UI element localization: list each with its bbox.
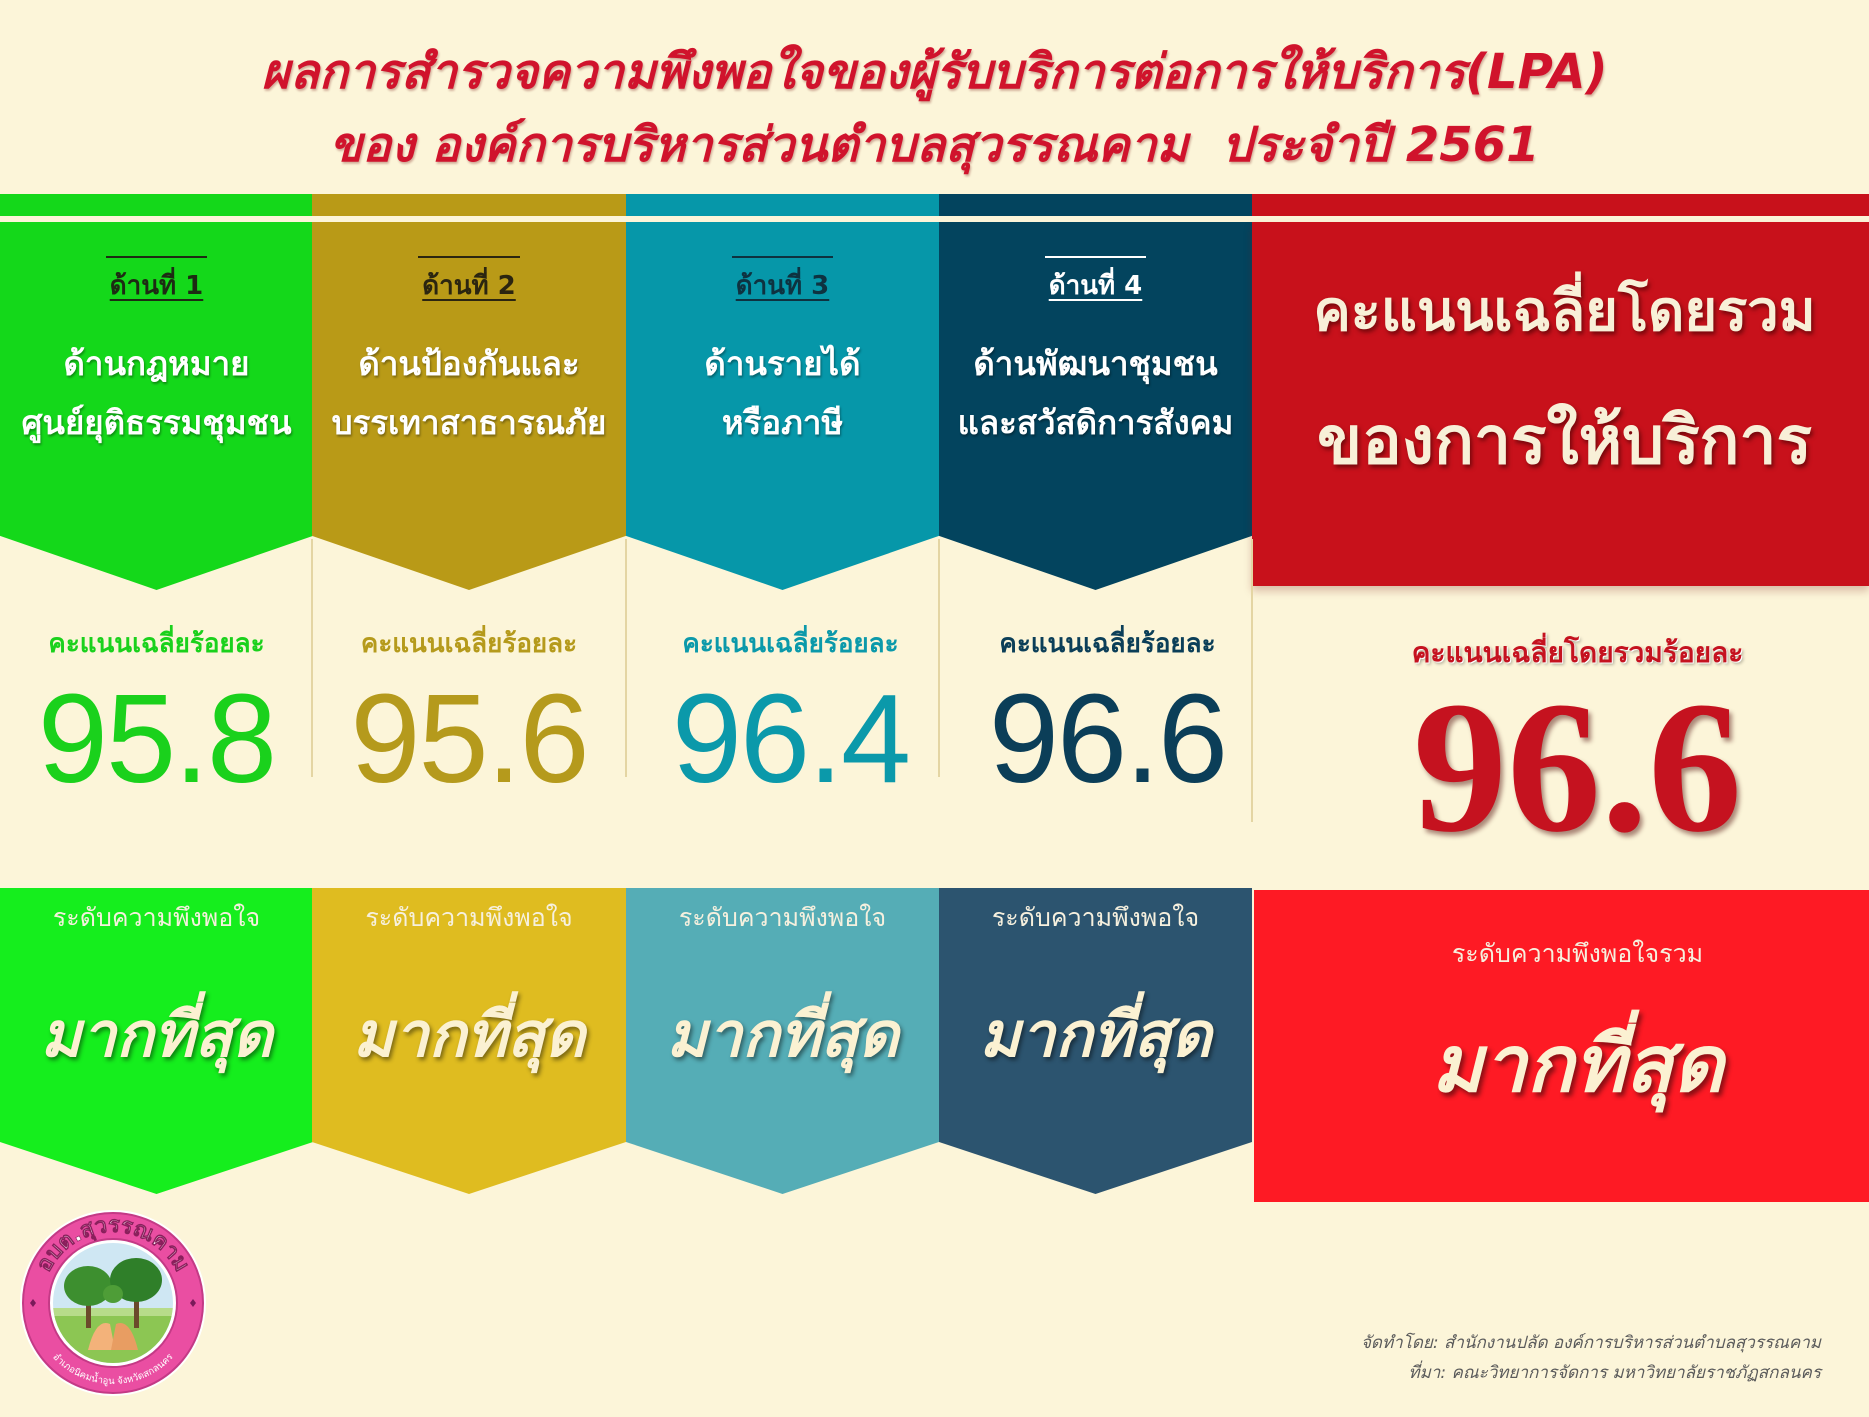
color-band [1252, 194, 1869, 216]
category-heading-wrap: ด้านที่ 4 [939, 256, 1252, 308]
satisfaction-panel: ระดับความพึงพอใจ มากที่สุด [626, 888, 939, 1194]
category-name-line-1: ด้านพัฒนาชุมชน [973, 344, 1218, 383]
column-divider [625, 539, 627, 777]
category-name-line-1: ด้านรายได้ [704, 344, 861, 383]
category-header-panel: ด้านที่ 2 ด้านป้องกันและ บรรเทาสาธารณภัย [312, 222, 626, 590]
category-number: ด้านที่ 3 [731, 256, 834, 308]
satisfaction-level: มากที่สุด [40, 998, 273, 1071]
category-name-line-2: บรรเทาสาธารณภัย [331, 403, 607, 442]
category-column-1: ด้านที่ 1 ด้านกฎหมาย ศูนย์ยุติธรรมชุมชน … [0, 0, 313, 1417]
overall-title-line-1: คะแนนเฉลี่ยโดยรวม [1313, 279, 1816, 344]
color-band [626, 194, 939, 216]
color-band [312, 194, 626, 216]
category-name-line-1: ด้านกฎหมาย [63, 344, 250, 383]
satisfaction-panel: ระดับความพึงพอใจ มากที่สุด [0, 888, 313, 1194]
overall-title-line-2: ของการให้บริการ [1317, 402, 1812, 479]
overall-satisfaction-panel: ระดับความพึงพอใจรวม มากที่สุด [1254, 890, 1869, 1202]
column-divider [938, 539, 940, 777]
score-label: คะแนนเฉลี่ยร้อยละ [999, 629, 1216, 659]
category-heading-wrap: ด้านที่ 1 [0, 256, 313, 308]
overall-score-label: คะแนนเฉลี่ยโดยรวมร้อยละ [1411, 636, 1744, 669]
footer-prepared-by: จัดทำโดย: สำนักงานปลัด องค์การบริหารส่วน… [1360, 1333, 1821, 1353]
category-name-line-2: หรือภาษี [721, 403, 844, 442]
logo-star-icon [190, 1299, 196, 1307]
overall-satisfaction-level: มากที่สุด [1431, 1020, 1724, 1110]
logo-star-icon [30, 1299, 36, 1307]
score-label: คะแนนเฉลี่ยร้อยละ [682, 629, 899, 659]
category-heading-wrap: ด้านที่ 2 [312, 256, 626, 308]
color-band [939, 194, 1252, 216]
category-header-panel: ด้านที่ 3 ด้านรายได้ หรือภาษี [626, 222, 939, 590]
category-column-3: ด้านที่ 3 ด้านรายได้ หรือภาษี คะแนนเฉลี่… [626, 0, 939, 1417]
satisfaction-level: มากที่สุด [666, 998, 899, 1071]
column-divider [311, 539, 313, 777]
logo-emblem: อบต.สุวรรณคาม อำเภอนิคมน้ำอูน จังหวัดสกล… [20, 1210, 206, 1396]
overall-header-panel: คะแนนเฉลี่ยโดยรวม ของการให้บริการ [1252, 222, 1869, 586]
satisfaction-level-label: ระดับความพึงพอใจ [365, 903, 573, 932]
satisfaction-level: มากที่สุด [352, 998, 586, 1071]
category-column-4: ด้านที่ 4 ด้านพัฒนาชุมชน และสวัสดิการสัง… [939, 0, 1252, 1417]
overall-satisfaction-level-label: ระดับความพึงพอใจรวม [1451, 939, 1704, 968]
logo-landscape [53, 1243, 173, 1363]
score-value: 95.8 [37, 668, 277, 809]
overall-score-value: 96.6 [1413, 662, 1742, 871]
satisfaction-level-label: ระดับความพึงพอใจ [991, 903, 1200, 932]
score-label: คะแนนเฉลี่ยร้อยละ [360, 629, 578, 659]
category-number: ด้านที่ 2 [418, 256, 520, 308]
satisfaction-panel: ระดับความพึงพอใจ มากที่สุด [939, 888, 1252, 1194]
color-band [0, 194, 313, 216]
category-header-panel: ด้านที่ 4 ด้านพัฒนาชุมชน และสวัสดิการสัง… [939, 222, 1252, 590]
score-value: 96.6 [988, 668, 1228, 809]
category-name-line-2: ศูนย์ยุติธรรมชุมชน [21, 403, 292, 442]
page-title-line-1: ผลการสำรวจความพึงพอใจของผู้รับบริการต่อก… [261, 44, 1608, 100]
score-label: คะแนนเฉลี่ยร้อยละ [48, 629, 265, 659]
category-number: ด้านที่ 4 [1044, 256, 1147, 308]
footer-source: ที่มา: คณะวิทยาการจัดการ มหาวิทยาลัยราชภ… [1408, 1363, 1821, 1383]
category-number: ด้านที่ 1 [105, 256, 208, 308]
satisfaction-level-label: ระดับความพึงพอใจ [52, 903, 261, 932]
category-name-line-1: ด้านป้องกันและ [358, 344, 580, 383]
page-title-line-2: ของ องค์การบริหารส่วนตำบลสุวรรณคาม ประจำ… [329, 117, 1540, 173]
column-divider [1251, 539, 1253, 822]
category-header-panel: ด้านที่ 1 ด้านกฎหมาย ศูนย์ยุติธรรมชุมชน [0, 222, 313, 590]
category-column-2: ด้านที่ 2 ด้านป้องกันและ บรรเทาสาธารณภัย… [312, 0, 626, 1417]
satisfaction-panel: ระดับความพึงพอใจ มากที่สุด [312, 888, 626, 1194]
satisfaction-level-label: ระดับความพึงพอใจ [678, 903, 887, 932]
satisfaction-level: มากที่สุด [979, 998, 1212, 1071]
category-heading-wrap: ด้านที่ 3 [626, 256, 939, 308]
overall-column: คะแนนเฉลี่ยโดยรวม ของการให้บริการ คะแนนเ… [1252, 0, 1869, 1417]
category-name-line-2: และสวัสดิการสังคม [957, 403, 1234, 442]
score-value: 95.6 [350, 668, 589, 809]
score-value: 96.4 [671, 668, 911, 809]
